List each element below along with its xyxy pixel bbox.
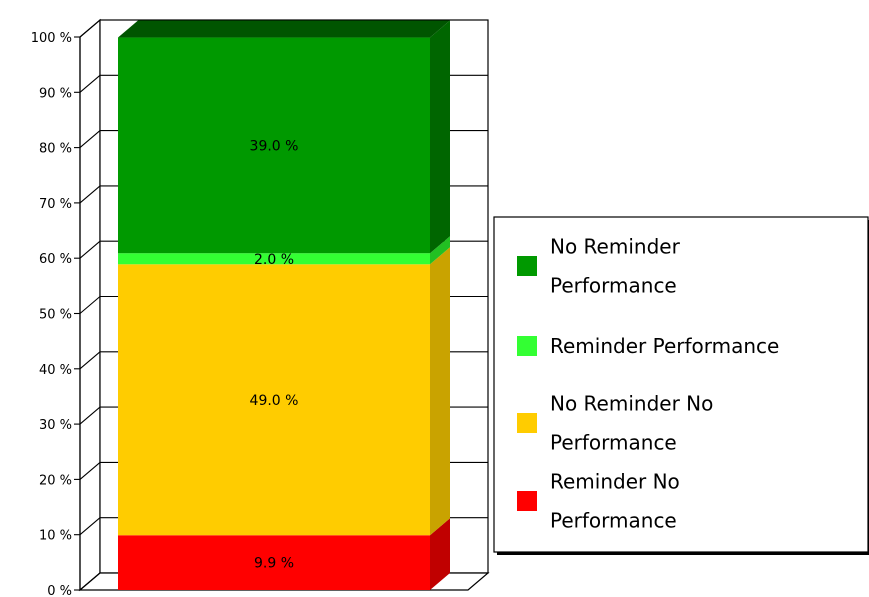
- y-tick-label: 30 %: [39, 418, 72, 433]
- data-label: 2.0 %: [254, 252, 294, 268]
- bar-side-face: [430, 518, 450, 590]
- bar-top-face: [118, 20, 450, 38]
- y-tick-label: 90 %: [39, 86, 72, 101]
- data-label: 49.0 %: [250, 393, 299, 409]
- data-label: 9.9 %: [254, 556, 294, 572]
- legend-label: Reminder Performance: [550, 334, 779, 358]
- labels-layer: 9.9 % 49.0 % 2.0 % 39.0 %: [250, 138, 299, 571]
- bar-side-face: [430, 247, 450, 536]
- y-tick-label: 20 %: [39, 473, 72, 488]
- legend-label: Reminder No: [550, 470, 680, 494]
- legend-swatch: [517, 336, 537, 356]
- gridline: [79, 19, 488, 38]
- y-tick-label: 10 %: [39, 529, 72, 544]
- y-tick-label: 60 %: [39, 252, 72, 267]
- bar-segment: [118, 37, 430, 254]
- y-tick-label: 0 %: [47, 584, 72, 597]
- y-tick-label: 100 %: [31, 31, 72, 46]
- bar-segment: [118, 264, 430, 536]
- legend-label: No Reminder: [550, 235, 681, 259]
- y-tick-label: 50 %: [39, 308, 72, 323]
- y-tick-label: 70 %: [39, 197, 72, 212]
- data-label: 39.0 %: [250, 138, 299, 154]
- legend: No Reminder Performance Reminder Performan…: [493, 216, 869, 555]
- bar-segment: [118, 253, 430, 265]
- legend-label: Performance: [550, 274, 677, 298]
- legend-swatch: [517, 413, 537, 433]
- legend-label: No Reminder No: [550, 392, 713, 416]
- bar-segment: [118, 535, 430, 590]
- legend-box: [493, 216, 869, 553]
- legend-swatch: [517, 491, 537, 511]
- y-tick-label: 80 %: [39, 142, 72, 157]
- bar-side-face: [430, 236, 450, 265]
- legend-label: Performance: [550, 431, 677, 455]
- y-tick-label: 40 %: [39, 363, 72, 378]
- legend-label: Performance: [550, 509, 677, 533]
- bars-layer: [118, 20, 450, 590]
- legend-swatch: [517, 256, 537, 276]
- bar-side-face: [430, 20, 450, 254]
